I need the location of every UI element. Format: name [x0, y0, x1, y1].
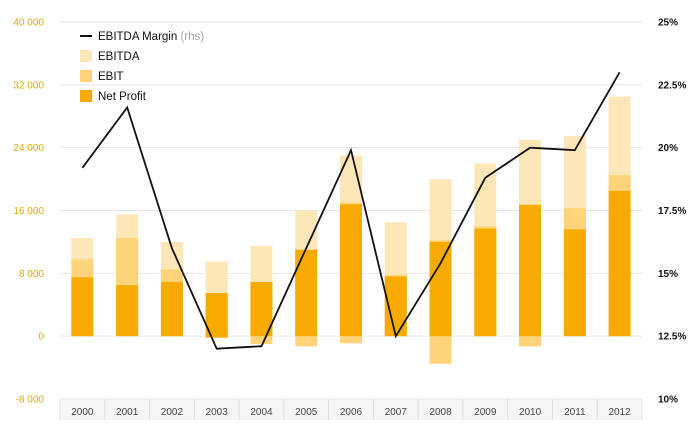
net-profit-bar [563, 229, 586, 337]
x-tick-label: 2010 [519, 407, 542, 418]
x-tick-label: 2003 [206, 407, 229, 418]
x-tick-label: 2009 [474, 407, 497, 418]
y-right-tick-label: 10% [658, 395, 678, 406]
x-tick-label: 2001 [116, 407, 139, 418]
net-profit-bar [340, 204, 362, 337]
x-tick-label: 2007 [385, 407, 408, 418]
net-profit-bar [474, 228, 497, 337]
x-tick-label: 2006 [340, 407, 363, 418]
y-right-tick-label: 25% [658, 18, 678, 29]
legend-label: EBITDA Margin (rhs) [98, 31, 204, 43]
x-tick-label: 2002 [161, 407, 184, 418]
ebit-negative-bar [340, 336, 362, 344]
y-right-tick-label: 22.5% [658, 80, 686, 91]
y-right-tick-label: 20% [658, 143, 678, 154]
net-profit-bar [250, 281, 273, 337]
x-tick-label: 2008 [429, 407, 452, 418]
legend: EBITDA Margin (rhs) EBITDA EBIT Net Profit [80, 31, 204, 103]
ebit-negative-bar [250, 336, 273, 345]
net-profit-negative-bar [205, 336, 228, 338]
net-profit-bar [295, 249, 318, 337]
x-axis-band [60, 399, 642, 420]
y-left-tick-label: 32 000 [13, 80, 44, 91]
y-left-tick-label: 24 000 [13, 143, 44, 154]
legend-swatch [80, 70, 92, 82]
net-profit-bar [519, 205, 542, 337]
ebit-negative-bar [519, 336, 542, 347]
x-tick-label: 2005 [295, 407, 318, 418]
y-right-tick-label: 12.5% [658, 332, 686, 343]
net-profit-bar [71, 277, 94, 337]
legend-swatch [80, 50, 92, 62]
legend-label-suffix: (rhs) [180, 31, 204, 43]
y-left-tick-label: 8 000 [19, 269, 44, 280]
net-profit-bar [160, 281, 183, 337]
legend-swatch [80, 90, 92, 102]
net-profit-bar [608, 190, 631, 337]
ebit-negative-bar [295, 336, 318, 347]
legend-label: EBIT [98, 71, 124, 83]
y-left-tick-label: 16 000 [13, 206, 44, 217]
net-profit-bar [429, 241, 452, 337]
y-left-tick-label: 0 [38, 332, 44, 343]
y-left-tick-label: -8 000 [16, 395, 45, 406]
net-profit-bar [116, 285, 139, 337]
net-profit-bar [205, 292, 228, 337]
x-tick-label: 2011 [564, 407, 586, 418]
legend-label: Net Profit [98, 91, 147, 103]
y-left-tick-label: 40 000 [13, 18, 44, 29]
y-right-tick-label: 15% [658, 269, 678, 280]
x-tick-label: 2004 [250, 407, 273, 418]
y-right-tick-label: 17.5% [658, 206, 686, 217]
x-tick-label: 2012 [608, 407, 631, 418]
legend-label: EBITDA [98, 51, 140, 63]
ebit-negative-bar [429, 336, 452, 364]
net-profit-bar [384, 276, 407, 337]
x-tick-label: 2000 [71, 407, 94, 418]
